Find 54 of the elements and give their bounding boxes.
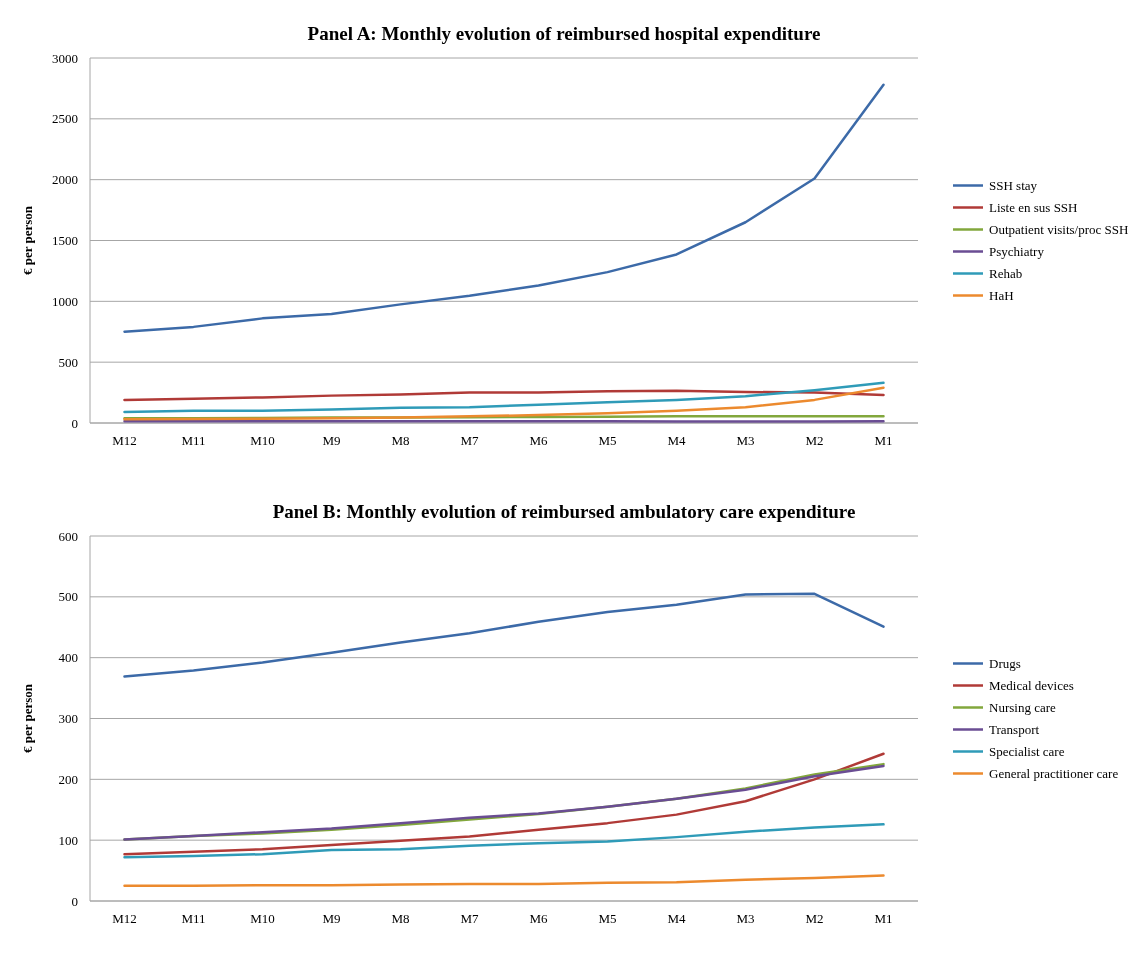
x-tick-label: M1 (874, 911, 893, 926)
x-tick-label: M12 (112, 433, 137, 448)
legend-label: Transport (989, 722, 1040, 738)
y-tick-label: 500 (58, 589, 78, 605)
legend-label: Medical devices (989, 678, 1074, 694)
chart-title: Panel A: Monthly evolution of reimbursed hospital expenditure (307, 23, 821, 44)
y-tick-label: 2500 (52, 111, 78, 127)
x-tick-label: M11 (181, 433, 206, 448)
x-tick-label: M6 (529, 911, 549, 926)
x-tick-label: M7 (460, 911, 480, 926)
x-tick-label: M12 (112, 911, 137, 926)
y-tick-label: 1500 (52, 233, 78, 249)
y-axis-title: € per person (20, 683, 35, 754)
legend-label: Psychiatry (989, 244, 1045, 260)
legend-label: Specialist care (989, 744, 1065, 760)
legend-label: Outpatient visits/proc SSH (989, 222, 1129, 238)
y-tick-label: 100 (58, 832, 78, 848)
y-tick-label: 300 (58, 711, 78, 727)
x-tick-label: M9 (322, 911, 341, 926)
legend-label: General practitioner care (989, 766, 1119, 782)
x-tick-label: M8 (391, 433, 410, 448)
y-tick-label: 3000 (52, 50, 78, 66)
legend-label: HaH (989, 288, 1014, 304)
x-tick-label: M10 (250, 911, 275, 926)
x-tick-label: M10 (250, 433, 275, 448)
y-tick-label: 400 (58, 650, 78, 666)
legend-label: Nursing care (989, 700, 1057, 716)
x-tick-label: M11 (181, 911, 206, 926)
y-tick-label: 200 (58, 771, 78, 787)
x-tick-label: M5 (598, 911, 617, 926)
legend-label: Liste en sus SSH (989, 200, 1078, 216)
x-tick-label: M4 (667, 433, 687, 448)
x-tick-label: M3 (736, 433, 755, 448)
y-tick-label: 0 (71, 893, 78, 909)
x-tick-label: M4 (667, 911, 687, 926)
legend-label: Drugs (989, 656, 1021, 672)
chart-title: Panel B: Monthly evolution of reimbursed ambulatory care expenditure (272, 501, 856, 522)
x-tick-label: M6 (529, 433, 549, 448)
y-tick-label: 600 (58, 528, 78, 544)
y-tick-label: 500 (58, 354, 78, 370)
x-tick-label: M2 (805, 911, 824, 926)
x-tick-label: M1 (874, 433, 893, 448)
y-tick-label: 1000 (52, 293, 78, 309)
x-tick-label: M8 (391, 911, 410, 926)
x-tick-label: M3 (736, 911, 755, 926)
y-axis-title: € per person (20, 205, 35, 276)
x-tick-label: M9 (322, 433, 341, 448)
legend-label: SSH stay (989, 178, 1038, 194)
legend-label: Rehab (989, 266, 1023, 282)
y-tick-label: 2000 (52, 172, 78, 188)
y-tick-label: 0 (71, 415, 78, 431)
x-tick-label: M7 (460, 433, 480, 448)
x-tick-label: M2 (805, 433, 824, 448)
x-tick-label: M5 (598, 433, 617, 448)
